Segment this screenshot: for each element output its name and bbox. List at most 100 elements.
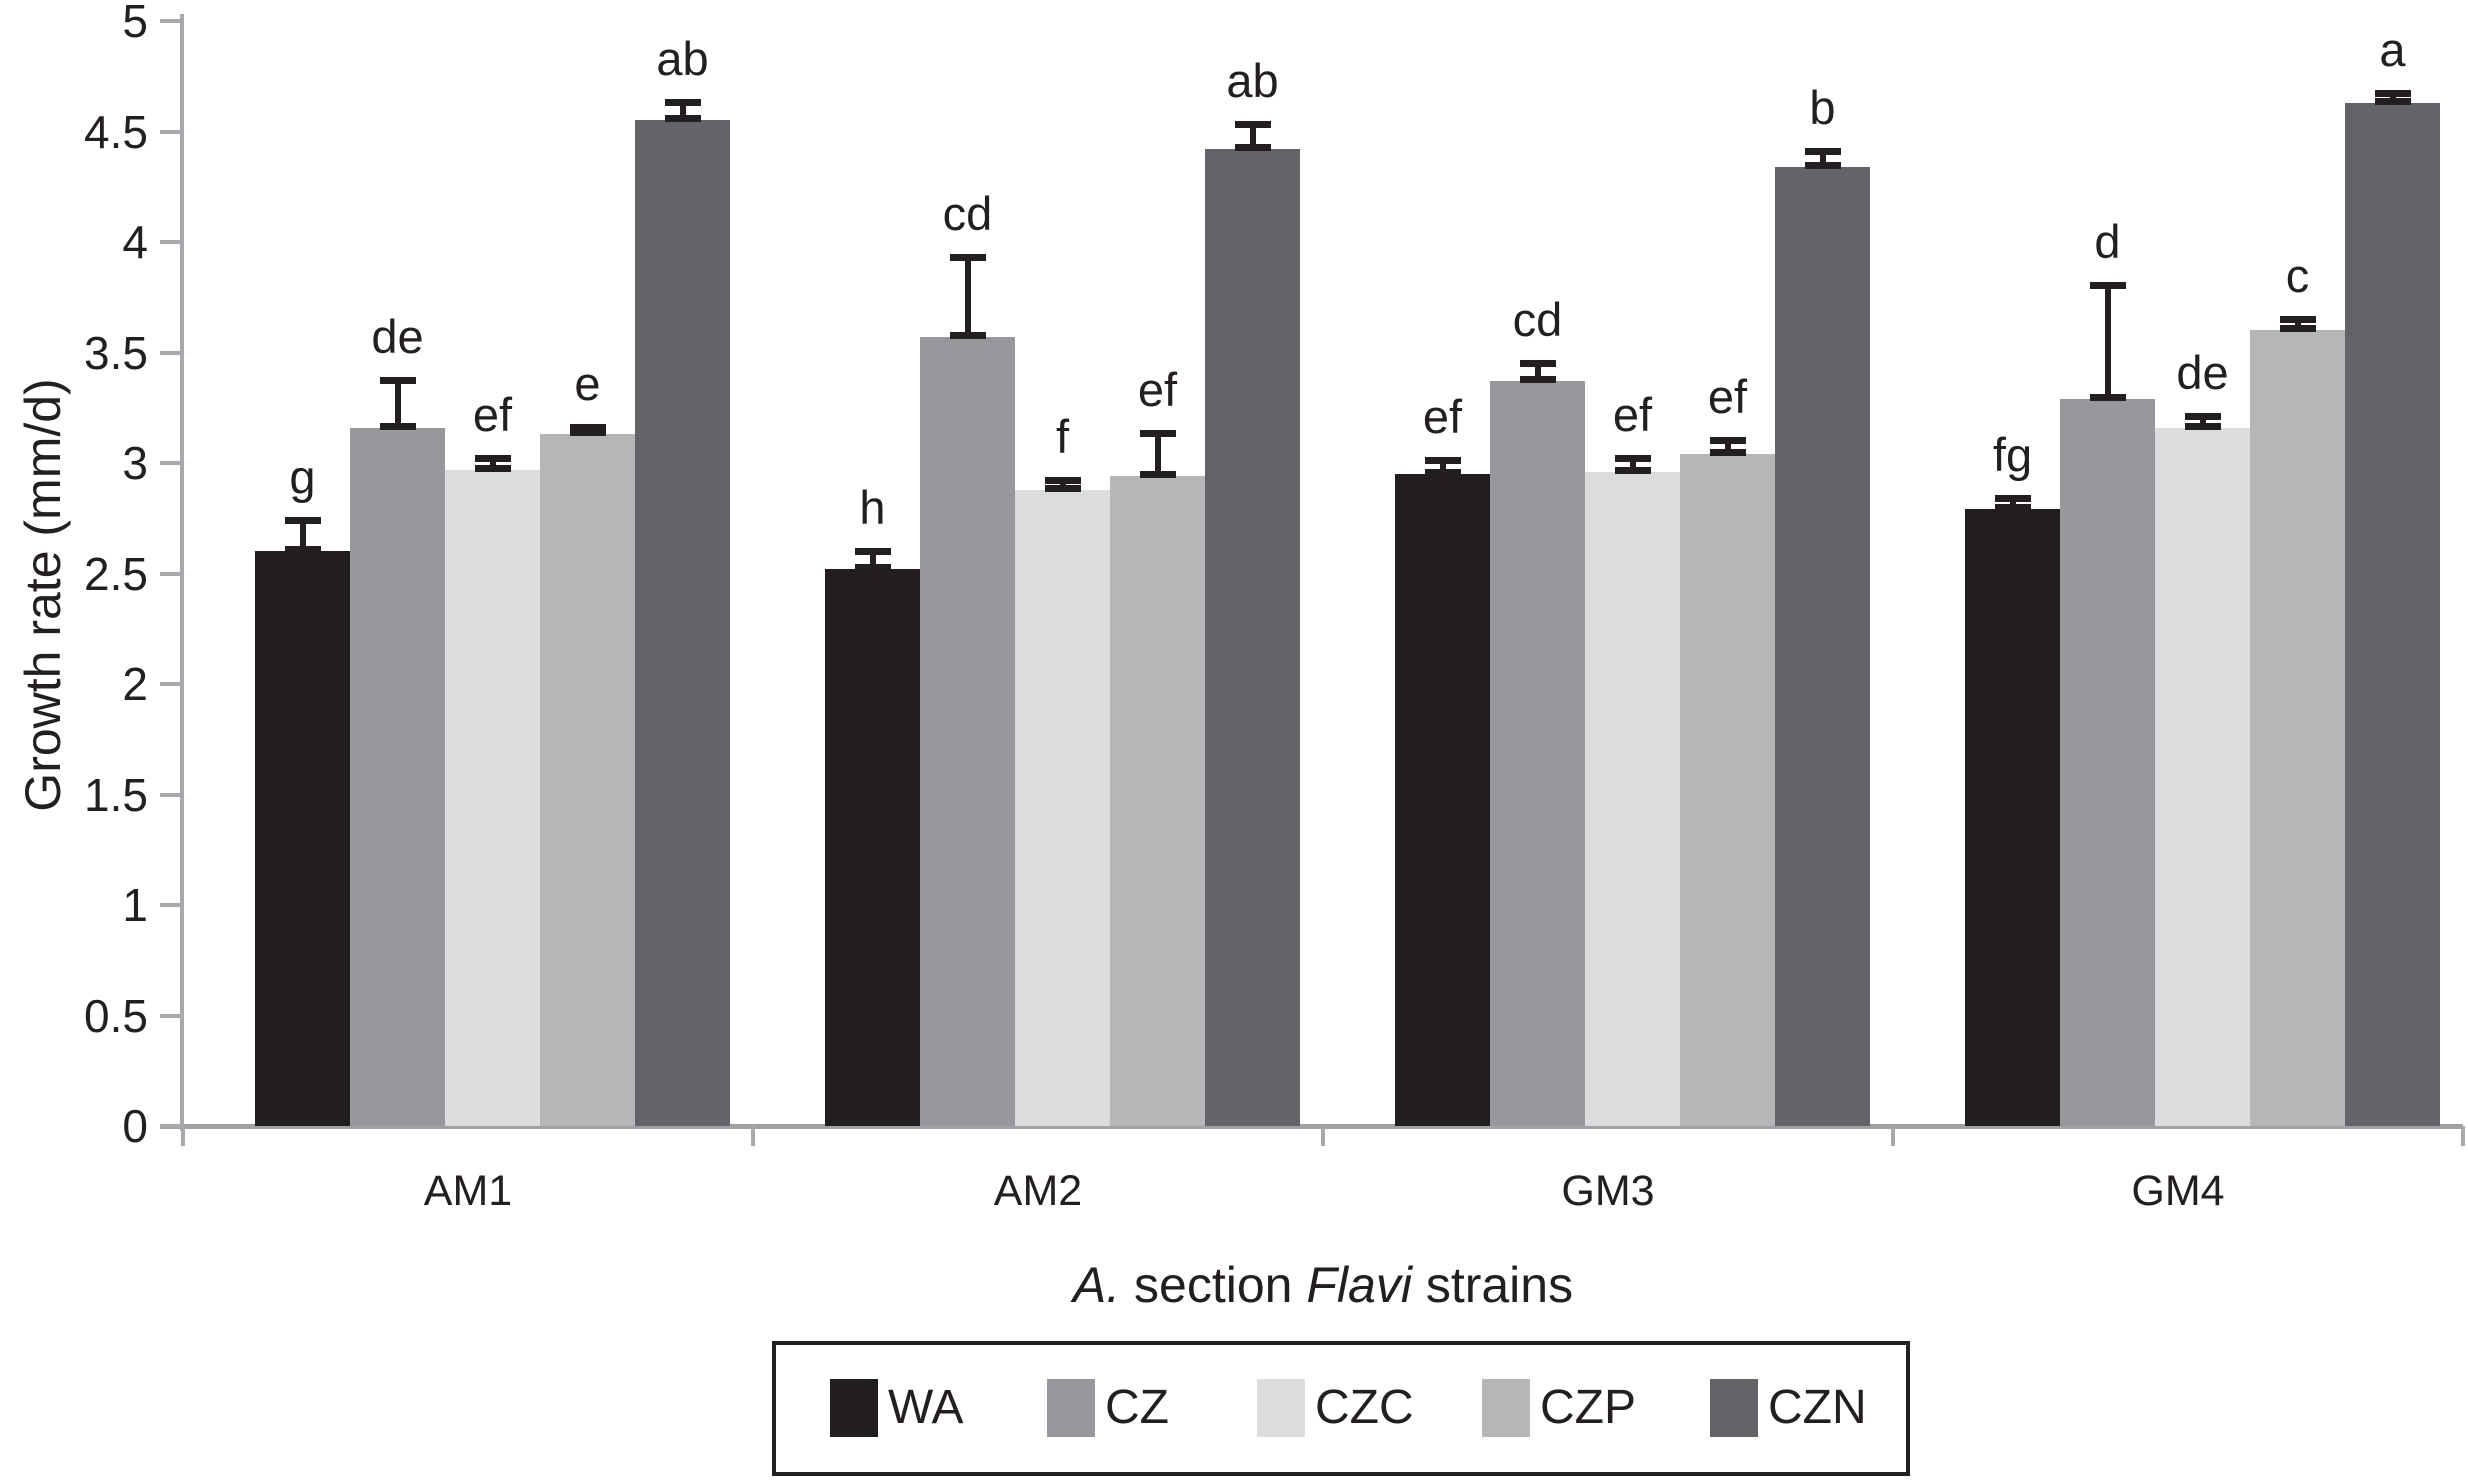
significance-label-CZC-GM4: de [2176, 345, 2229, 399]
bar-CZ-GM3 [1490, 381, 1585, 1126]
y-axis-tick-label: 3 [122, 437, 148, 489]
bar-CZN-GM3 [1775, 166, 1870, 1126]
x-axis-tick [1891, 1126, 1895, 1146]
significance-label-CZP-AM2: ef [1137, 363, 1178, 417]
significance-label-CZC-GM3: ef [1612, 387, 1653, 441]
error-bar-cap-top-CZP-GM3 [1709, 437, 1746, 445]
legend-label-WA: WA [888, 1381, 964, 1434]
significance-label-CZN-GM4: a [2379, 23, 2406, 77]
y-axis-tick [160, 19, 183, 23]
error-bar-cap-top-CZN-AM1 [664, 98, 701, 106]
significance-label-CZN-AM2: ab [1226, 54, 1279, 108]
significance-label-WA-GM3: ef [1422, 390, 1463, 443]
y-axis-tick [160, 1124, 183, 1128]
error-bar-cap-top-CZ-AM1 [379, 377, 416, 385]
error-bar-cap-top-WA-AM2 [854, 547, 891, 555]
error-bar-line-CZP-AM2 [1154, 436, 1161, 477]
y-axis-tick-label: 2 [122, 658, 148, 710]
legend-label-CZ: CZ [1105, 1381, 1169, 1434]
error-bar-cap-top-CZ-GM4 [2089, 282, 2126, 290]
error-bar-cap-bottom-CZC-AM2 [1044, 484, 1081, 492]
y-axis-tick [160, 1013, 183, 1018]
bar-WA-AM2 [825, 569, 920, 1126]
significance-label-CZP-GM3: ef [1707, 370, 1748, 424]
error-bar-line-CZ-GM4 [2104, 288, 2111, 399]
significance-label-CZ-GM4: d [2094, 215, 2121, 269]
error-bar-cap-bottom-CZ-GM4 [2089, 393, 2126, 401]
bar-CZC-AM1 [445, 469, 540, 1126]
y-axis-tick-label: 5 [122, 0, 148, 47]
significance-label-CZC-AM1: ef [472, 387, 513, 441]
error-bar-cap-top-WA-GM3 [1424, 457, 1461, 464]
error-bar-cap-bottom-CZN-GM4 [2374, 97, 2411, 105]
bar-CZC-GM3 [1585, 471, 1680, 1126]
error-bar-line-CZN-GM3 [1819, 153, 1826, 167]
legend-swatch-CZC [1257, 1379, 1305, 1437]
error-bar-line-CZC-GM3 [1629, 460, 1636, 472]
error-bar-cap-top-CZC-AM2 [1044, 476, 1081, 484]
x-axis-category-label: GM4 [2131, 1167, 2225, 1215]
x-axis-title-segment: strains [1411, 1257, 1574, 1313]
y-axis-tick [160, 350, 183, 355]
significance-label-CZ-AM1: de [371, 310, 424, 364]
error-bar-cap-bottom-CZC-AM1 [474, 464, 511, 472]
legend-swatch-CZP [1482, 1379, 1530, 1437]
error-bar-cap-top-CZ-GM3 [1519, 359, 1556, 367]
y-axis-tick-label: 0.5 [84, 989, 148, 1042]
significance-label-CZN-AM1: ab [656, 31, 709, 85]
error-bar-cap-bottom-CZ-GM3 [1519, 376, 1556, 384]
x-axis-title-italic-segment: Flavi [1306, 1257, 1412, 1313]
error-bar-cap-bottom-CZP-AM1 [569, 429, 606, 437]
error-bar-line-WA-GM3 [1439, 463, 1446, 475]
significance-label-CZ-AM2: cd [942, 186, 993, 240]
error-bar-line-CZ-AM2 [964, 259, 971, 338]
error-bar-line-CZ-AM1 [394, 383, 401, 428]
y-axis-tick-label: 0 [122, 1100, 148, 1152]
error-bar-line-CZP-GM3 [1724, 443, 1731, 455]
bar-CZC-AM2 [1015, 489, 1110, 1126]
error-bar-cap-bottom-CZC-GM3 [1614, 466, 1651, 474]
error-bar-cap-bottom-CZN-AM1 [664, 115, 701, 123]
significance-label-WA-AM2: h [859, 480, 886, 534]
bar-CZP-AM2 [1110, 476, 1205, 1126]
x-axis-line [160, 1124, 2463, 1129]
error-bar-cap-top-CZ-AM2 [949, 253, 986, 261]
error-bar-cap-bottom-WA-GM4 [1994, 504, 2031, 512]
error-bar-cap-top-CZP-GM4 [2279, 315, 2316, 323]
x-axis-category-label: GM3 [1561, 1167, 1655, 1215]
bar-CZP-AM1 [540, 434, 635, 1126]
significance-label-CZ-GM3: cd [1512, 292, 1563, 346]
x-axis-title: A. section Flavi strains [183, 1258, 2463, 1312]
y-axis-tick [160, 461, 183, 465]
legend-swatch-CZ [1047, 1379, 1095, 1437]
x-axis-tick [1321, 1126, 1325, 1146]
legend-label-CZC: CZC [1315, 1381, 1414, 1434]
bar-CZ-AM1 [350, 427, 445, 1126]
x-axis-category-label: AM2 [993, 1167, 1083, 1215]
error-bar-cap-top-WA-GM4 [1994, 494, 2031, 502]
error-bar-line-CZN-AM1 [679, 104, 686, 121]
error-bar-line-WA-AM1 [299, 522, 306, 552]
y-axis-tick-label: 4.5 [84, 105, 148, 158]
error-bar-cap-top-CZC-GM4 [2184, 412, 2221, 420]
y-axis-tick [160, 571, 183, 576]
y-axis-tick-label: 1 [122, 879, 148, 931]
significance-label-CZP-AM1: e [574, 356, 601, 410]
x-axis-title-segment: section [1120, 1257, 1307, 1313]
error-bar-cap-bottom-WA-AM2 [854, 564, 891, 572]
bar-WA-GM3 [1395, 474, 1490, 1126]
y-axis-tick [160, 129, 183, 134]
x-axis-category-label: AM1 [423, 1167, 513, 1215]
error-bar-cap-top-CZN-GM3 [1804, 147, 1841, 155]
significance-label-WA-GM4: fg [1992, 427, 2033, 481]
error-bar-cap-top-CZP-AM2 [1139, 430, 1176, 438]
legend-label-CZN: CZN [1768, 1381, 1867, 1434]
error-bar-line-CZ-GM3 [1534, 365, 1541, 382]
x-axis-tick [181, 1126, 185, 1146]
error-bar-cap-bottom-WA-AM1 [284, 546, 321, 554]
bar-CZP-GM3 [1680, 454, 1775, 1126]
y-axis-tick-label: 3.5 [84, 326, 148, 379]
bar-WA-AM1 [255, 551, 350, 1126]
legend-swatch-CZN [1710, 1379, 1758, 1437]
